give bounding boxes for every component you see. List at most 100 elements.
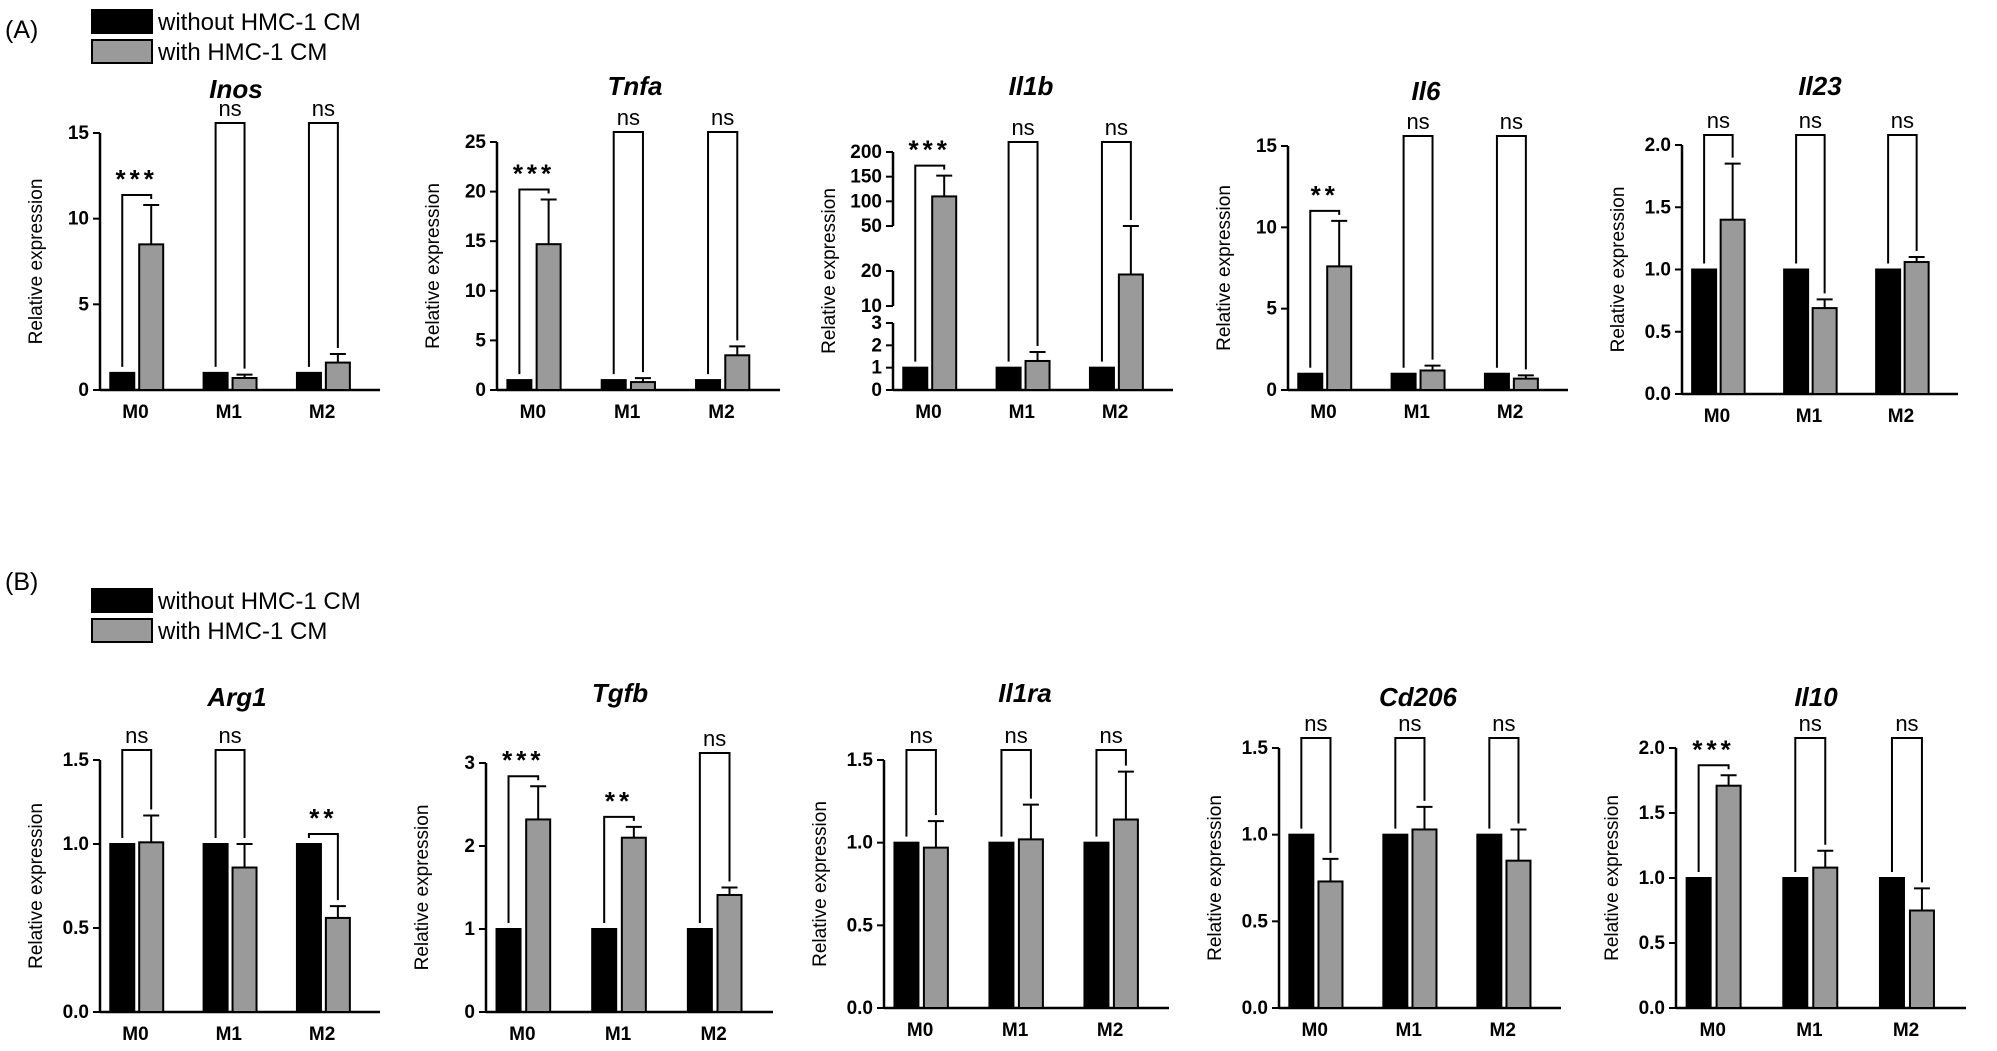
legend-b: without HMC-1 CM with HMC-1 CM	[91, 588, 361, 645]
x-category-label: M1	[1002, 1020, 1029, 1041]
bar-inos-m0-without	[109, 371, 136, 392]
y-tick-label: 15	[1256, 136, 1278, 157]
y-tick-label: 0	[1266, 380, 1277, 401]
y-tick-label: 10	[861, 296, 882, 317]
significance-label: ns	[703, 726, 726, 751]
significance-label: ns	[1799, 711, 1822, 736]
y-axis-label: Relative expression	[1602, 795, 1623, 961]
significance-bracket	[603, 815, 635, 923]
y-tick-label: 5	[1266, 299, 1277, 320]
bar-tnfa-m1-with	[629, 381, 656, 391]
x-category-label: M2	[309, 402, 335, 423]
x-category-label: M2	[1888, 406, 1914, 427]
y-tick-label: 0	[464, 1002, 475, 1023]
bar-cd206-m2-with	[1505, 859, 1532, 1010]
x-category-label: M2	[1490, 1020, 1516, 1041]
legend-b-label-with: with HMC-1 CM	[157, 618, 327, 645]
bar-cd206-m2-without	[1476, 833, 1503, 1010]
significance-label: ***	[502, 745, 544, 775]
bar-il10-m1-with	[1812, 866, 1839, 1009]
significance-bracket	[1095, 749, 1127, 837]
y-tick-label: 0	[78, 380, 89, 401]
bar-inos-m2-with	[324, 361, 351, 392]
y-tick-label: 1.0	[63, 834, 89, 855]
significance-label: ns	[1891, 108, 1914, 133]
y-tick-label: 5	[78, 294, 89, 315]
y-axis-label: Relative expression	[423, 183, 444, 349]
chart-il23: Il23 Relative expression 0.0 0.5 1.0 1.5 2.0 M0…	[1608, 71, 1958, 427]
bar-inos-m1-with	[231, 377, 258, 391]
y-axis-label: Relative expression	[412, 805, 433, 971]
legend-b-swatch-without	[91, 588, 153, 613]
significance-label: ns	[910, 723, 933, 748]
significance-label: ns	[1304, 711, 1327, 736]
x-category-label: M0	[122, 1024, 148, 1045]
y-tick-label: 1.5	[1242, 738, 1269, 759]
chart-tnfa: Tnfa Relative expression 0 5 10 15 20 25 M0 *** M1…	[423, 71, 780, 423]
chart-title: Tnfa	[608, 71, 663, 101]
y-tick-label: 0	[475, 380, 486, 401]
legend-b-label-without: without HMC-1 CM	[157, 588, 361, 615]
chart-title: Inos	[209, 74, 262, 104]
x-category-label: M0	[122, 402, 148, 423]
bar-il10-m2-without	[1878, 877, 1905, 1009]
significance-label: ns	[125, 723, 148, 748]
significance-bracket	[214, 749, 246, 838]
y-tick-label: 1.0	[1639, 868, 1665, 889]
y-tick-label: 0.5	[1639, 933, 1666, 954]
bar-tgfb-m1-without	[591, 928, 618, 1013]
y-tick-label: 1.5	[1645, 197, 1672, 218]
significance-label: **	[1311, 180, 1339, 210]
bar-il6-m0-without	[1297, 372, 1324, 392]
significance-label: ***	[116, 164, 158, 194]
significance-bracket	[1300, 737, 1332, 853]
significance-bracket	[214, 122, 246, 369]
bar-tgfb-m2-without	[686, 928, 713, 1013]
bar-il1ra-m0-without	[893, 841, 920, 1010]
y-tick-label: 25	[465, 132, 487, 153]
y-tick-label: 150	[850, 167, 882, 188]
significance-bracket	[1309, 209, 1341, 368]
bar-il23-m1-without	[1783, 268, 1810, 395]
bar-inos-m1-without	[202, 371, 229, 392]
significance-bracket	[121, 193, 153, 367]
significance-bracket	[1703, 134, 1734, 264]
y-tick-label: 5	[475, 330, 486, 351]
x-category-label: M1	[1009, 402, 1036, 423]
x-category-label: M1	[1404, 402, 1431, 423]
bar-cd206-m1-without	[1382, 833, 1409, 1010]
y-tick-label: 100	[850, 191, 882, 212]
y-tick-label: 2.0	[1645, 135, 1671, 156]
significance-label: ns	[1398, 711, 1421, 736]
legend-a-swatch-without	[91, 9, 153, 34]
y-tick-label: 3	[464, 753, 475, 774]
y-tick-label: 0.5	[847, 915, 874, 936]
bar-il1ra-m0-with	[922, 846, 949, 1009]
significance-label: ns	[1500, 109, 1523, 134]
bar-il1ra-m1-without	[988, 841, 1015, 1010]
bar-il23-m0-with	[1719, 218, 1746, 395]
x-category-label: M2	[309, 1024, 335, 1045]
significance-bracket	[1402, 135, 1434, 368]
y-tick-label: 10	[1256, 217, 1277, 238]
chart-title: Cd206	[1379, 682, 1458, 712]
panel-letter-b: (B)	[5, 568, 38, 596]
y-axis-label: Relative expression	[1608, 187, 1629, 353]
significance-bracket	[507, 775, 540, 923]
significance-bracket	[905, 749, 937, 837]
y-axis-label: Relative expression	[819, 188, 840, 354]
x-category-label: M2	[1102, 402, 1128, 423]
y-tick-label: 20	[465, 182, 486, 203]
x-category-label: M1	[1796, 406, 1823, 427]
x-category-label: M2	[1893, 1020, 1919, 1041]
bar-il1b-m2-with	[1117, 273, 1144, 391]
bar-il1ra-m2-without	[1083, 841, 1110, 1010]
bar-arg1-m2-with	[324, 916, 351, 1013]
chart-title: Tgfb	[592, 678, 648, 708]
significance-label: **	[605, 786, 633, 816]
y-tick-label: 1.5	[1639, 803, 1666, 824]
significance-label: ns	[1100, 723, 1123, 748]
x-category-label: M2	[1497, 402, 1523, 423]
bar-cd206-m0-without	[1288, 833, 1315, 1010]
y-tick-label: 1.0	[1242, 825, 1268, 846]
